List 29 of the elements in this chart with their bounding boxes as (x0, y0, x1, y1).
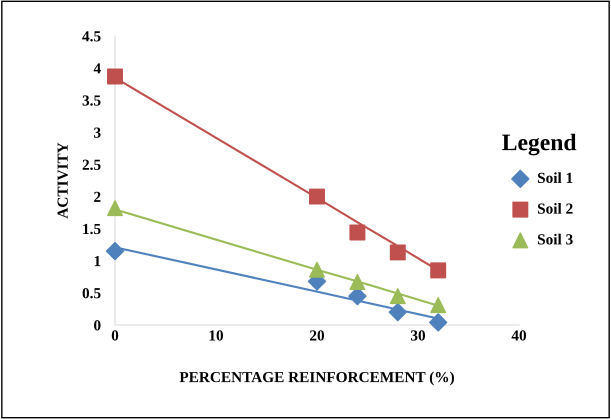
point (390, 288, 406, 304)
point (429, 313, 448, 332)
y-tick-label: 2.5 (82, 160, 101, 170)
point (430, 262, 446, 278)
point (390, 244, 406, 260)
x-tick-label: 10 (210, 330, 224, 341)
y-tick-label: 4 (94, 63, 101, 74)
y-tick-label: 3.5 (82, 95, 101, 106)
point (107, 68, 123, 84)
legend-label: Soil 1 (538, 172, 572, 183)
x-tick-label: 20 (310, 330, 324, 341)
x-tick-label: 40 (512, 330, 526, 341)
x-tick-label: 30 (410, 330, 426, 341)
y-tick-label: 1 (94, 256, 100, 266)
legend-title: Legend (502, 134, 576, 156)
point (430, 297, 446, 314)
y-tick-label: 4.5 (82, 31, 101, 42)
y-tick-label: 0.5 (82, 288, 101, 298)
y-tick-label: 0 (94, 320, 101, 330)
x-axis-title: PERCENTAGE REINFORCEMENT (%) (180, 371, 454, 386)
y-tick-label: 2 (94, 192, 100, 202)
y-tick-label: 3 (94, 128, 101, 138)
y-tick-label: 1.5 (83, 224, 101, 234)
point (106, 242, 124, 260)
x-tick-label: 0 (112, 330, 118, 341)
y-axis-title: ACTIVITY (58, 142, 68, 219)
point (349, 224, 366, 240)
legend-label: Soil 2 (538, 203, 573, 214)
legend-label: Soil 3 (538, 234, 573, 245)
